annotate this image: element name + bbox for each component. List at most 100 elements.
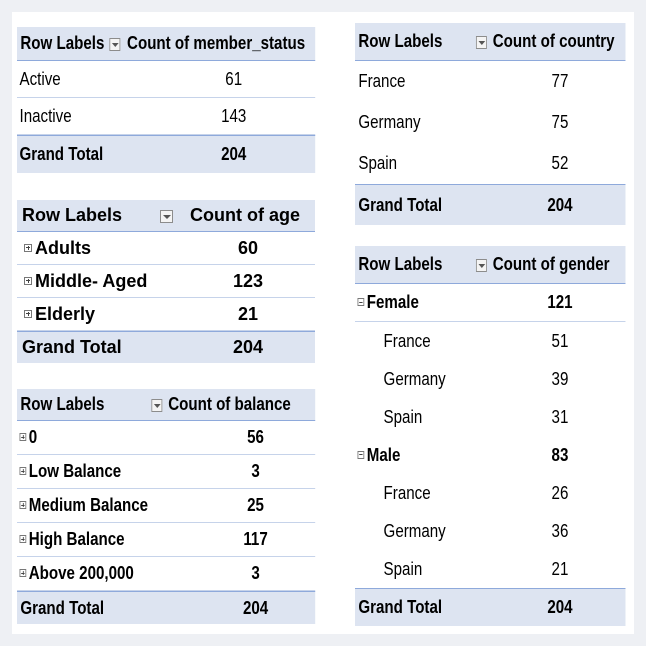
pivot-header-row: Row Labels Count of member_status xyxy=(17,27,316,61)
row-value: 31 xyxy=(551,406,569,427)
pivot-gender: Row Labels Count of gender Female 121 Fr… xyxy=(355,246,626,626)
table-row[interactable]: High Balance 117 xyxy=(17,523,316,557)
grand-total-value: 204 xyxy=(547,597,573,617)
table-row[interactable]: Medium Balance 25 xyxy=(17,489,316,523)
table-row: France 26 xyxy=(355,474,625,512)
filter-dropdown-icon[interactable] xyxy=(160,210,173,223)
filter-dropdown-icon[interactable] xyxy=(109,38,121,51)
row-label: High Balance xyxy=(28,529,125,549)
screenshot-frame: Row Labels Count of member_status Active… xyxy=(12,12,634,634)
grand-total-label: Grand Total xyxy=(358,597,443,617)
row-label: Active xyxy=(19,68,61,89)
value-header: Count of age xyxy=(190,205,300,225)
expand-icon[interactable] xyxy=(24,276,32,285)
table-row: Inactive 143 xyxy=(17,98,316,135)
grand-total-row: Grand Total 204 xyxy=(17,591,316,624)
pivot-header-row: Row Labels Count of gender xyxy=(355,246,626,284)
row-label: Medium Balance xyxy=(28,495,149,515)
row-value: 3 xyxy=(251,461,260,481)
value-header: Count of balance xyxy=(168,394,291,414)
row-value: 123 xyxy=(232,270,264,291)
pivot-header-row: Row Labels Count of country xyxy=(355,23,626,61)
row-value: 39 xyxy=(551,368,569,389)
row-label: Spain xyxy=(383,406,423,427)
row-label: France xyxy=(383,330,431,351)
grand-total-value: 204 xyxy=(547,194,573,215)
table-row[interactable]: Adults 60 xyxy=(17,232,315,265)
row-label: Germany xyxy=(358,112,421,132)
expand-icon[interactable] xyxy=(19,535,27,544)
table-row: Active 61 xyxy=(17,61,316,98)
grand-total-row: Grand Total 204 xyxy=(355,184,626,225)
row-value: 143 xyxy=(221,105,247,126)
row-label: Spain xyxy=(383,558,423,579)
grand-total-row: Grand Total 204 xyxy=(17,135,316,173)
pivot-age: Row Labels Count of age Adults 60 Middle… xyxy=(17,200,315,363)
row-label: Female xyxy=(366,292,419,312)
pivot-header-row: Row Labels Count of balance xyxy=(17,389,316,421)
expand-icon[interactable] xyxy=(19,501,27,510)
table-row[interactable]: Low Balance 3 xyxy=(17,455,316,489)
row-value: 21 xyxy=(551,558,569,579)
row-labels-header: Row Labels xyxy=(20,394,105,414)
pivot-balance: Row Labels Count of balance 0 56 Low Bal… xyxy=(17,389,316,624)
table-row[interactable]: 0 56 xyxy=(17,421,316,455)
row-value: 56 xyxy=(247,427,264,447)
row-label: 0 xyxy=(28,427,38,447)
table-row-group[interactable]: Male 83 xyxy=(355,436,625,474)
row-value: 21 xyxy=(237,303,259,324)
grand-total-label: Grand Total xyxy=(22,337,122,357)
table-row: France 77 xyxy=(355,61,625,102)
collapse-icon[interactable] xyxy=(357,450,365,459)
row-labels-header: Row Labels xyxy=(358,254,443,274)
table-row: Spain 52 xyxy=(355,143,625,184)
row-value: 121 xyxy=(547,292,573,312)
row-label: Middle- Aged xyxy=(35,270,148,291)
row-value: 77 xyxy=(551,71,569,91)
row-value: 61 xyxy=(225,68,243,89)
expand-icon[interactable] xyxy=(24,309,32,318)
value-header: Count of country xyxy=(492,31,615,51)
grand-total-label: Grand Total xyxy=(19,144,104,164)
expand-icon[interactable] xyxy=(19,569,27,578)
row-labels-header: Row Labels xyxy=(22,205,123,225)
filter-dropdown-icon[interactable] xyxy=(475,259,487,272)
row-label: France xyxy=(383,482,431,503)
pivot-member-status: Row Labels Count of member_status Active… xyxy=(17,27,316,173)
table-row[interactable]: Middle- Aged 123 xyxy=(17,265,315,298)
row-label: Above 200,000 xyxy=(28,563,134,583)
row-labels-header: Row Labels xyxy=(358,31,443,51)
expand-icon[interactable] xyxy=(24,243,32,252)
row-label: Germany xyxy=(383,368,446,389)
table-row: Germany 36 xyxy=(355,512,625,550)
value-header: Count of member_status xyxy=(127,33,306,53)
grand-total-row: Grand Total 204 xyxy=(355,588,626,626)
row-label: Elderly xyxy=(35,303,96,324)
row-value: 51 xyxy=(551,330,569,351)
table-row: Germany 75 xyxy=(355,102,625,143)
grand-total-label: Grand Total xyxy=(358,194,443,215)
filter-dropdown-icon[interactable] xyxy=(475,36,487,49)
collapse-icon[interactable] xyxy=(357,298,365,307)
row-value: 60 xyxy=(237,237,259,258)
table-row[interactable]: Above 200,000 3 xyxy=(17,557,316,591)
row-value: 117 xyxy=(243,529,268,549)
grand-total-row: Grand Total 204 xyxy=(17,331,315,363)
grand-total-value: 204 xyxy=(242,597,269,618)
expand-icon[interactable] xyxy=(19,433,27,442)
row-labels-header: Row Labels xyxy=(20,33,105,53)
row-value: 25 xyxy=(247,495,264,515)
table-row: Spain 21 xyxy=(355,550,625,588)
row-label: Low Balance xyxy=(28,461,122,481)
table-row[interactable]: Elderly 21 xyxy=(17,298,315,331)
row-label: Adults xyxy=(35,237,91,258)
filter-dropdown-icon[interactable] xyxy=(151,399,163,412)
pivot-country: Row Labels Count of country France 77 Ge… xyxy=(355,23,626,225)
row-label: France xyxy=(358,71,406,91)
grand-total-value: 204 xyxy=(232,337,264,357)
table-row: Spain 31 xyxy=(355,398,625,436)
value-header: Count of gender xyxy=(492,254,610,274)
table-row-group[interactable]: Female 121 xyxy=(355,284,626,322)
grand-total-label: Grand Total xyxy=(20,597,105,618)
expand-icon[interactable] xyxy=(19,467,27,476)
